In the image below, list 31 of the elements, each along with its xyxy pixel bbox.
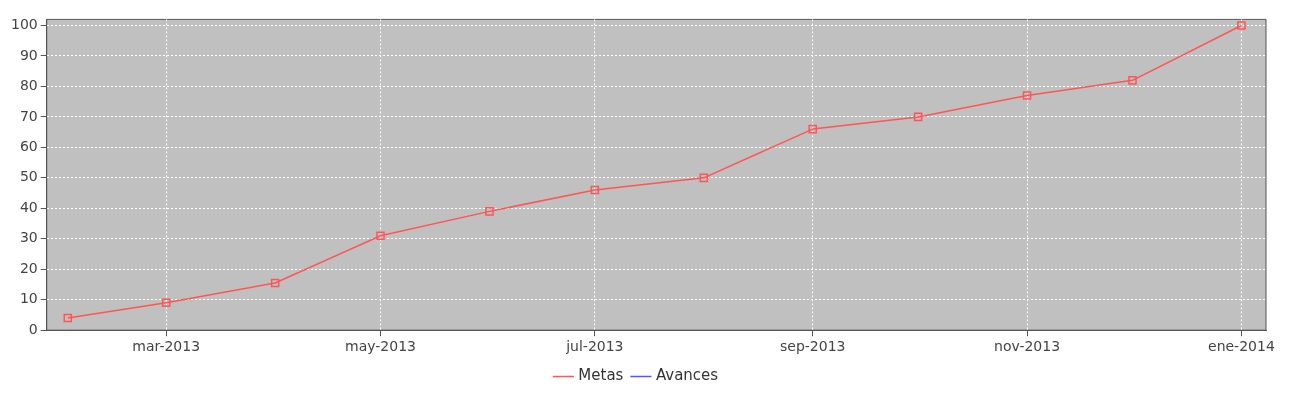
y-tick-label: 50	[19, 168, 38, 185]
x-tick-label: may-2013	[345, 338, 416, 355]
y-tick-label: 100	[10, 16, 38, 33]
point	[1022, 91, 1032, 100]
x-tick-label: mar-2013	[132, 338, 201, 355]
point	[1128, 76, 1137, 85]
point	[1237, 21, 1246, 30]
x-tick-label: ene-2014	[1208, 338, 1275, 355]
y-tick-label: 70	[19, 107, 38, 124]
y-tick-label: 80	[19, 77, 38, 94]
point	[270, 278, 280, 288]
point	[161, 298, 171, 308]
point	[590, 185, 600, 195]
y-tick-label: 90	[19, 46, 38, 63]
x-tick-label: nov-2013	[994, 338, 1061, 355]
point	[913, 112, 923, 122]
y-tick-label: 10	[19, 290, 38, 307]
point	[63, 313, 73, 323]
legend-label: Avances	[655, 366, 719, 385]
point	[485, 207, 494, 216]
y-tick-label: 0	[28, 320, 38, 337]
point	[808, 124, 818, 134]
point	[376, 231, 385, 241]
x-tick-label: sep-2013	[779, 338, 846, 355]
y-tick-label: 40	[19, 198, 38, 215]
y-tick-label: 60	[19, 138, 38, 155]
y-tick-label: 30	[19, 229, 38, 246]
point	[699, 173, 709, 183]
legend-label: Metas	[578, 366, 624, 385]
x-tick-label: jul-2013	[565, 338, 624, 355]
y-tick-label: 20	[19, 259, 38, 276]
